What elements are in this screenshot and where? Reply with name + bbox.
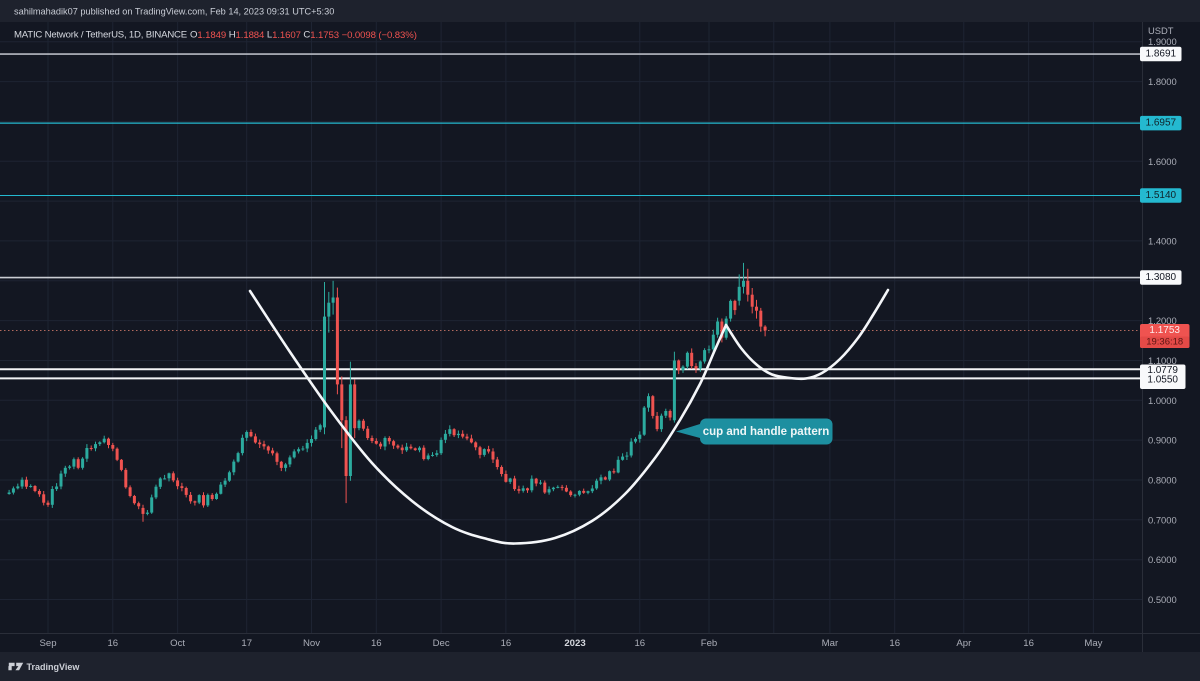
svg-text:1.1000: 1.1000 bbox=[1148, 355, 1177, 366]
svg-text:1.6957: 1.6957 bbox=[1146, 118, 1177, 129]
svg-text:0.5000: 0.5000 bbox=[1148, 594, 1177, 605]
svg-text:Mar: Mar bbox=[822, 638, 839, 649]
svg-text:Feb: Feb bbox=[701, 638, 718, 649]
svg-text:19:36:18: 19:36:18 bbox=[1146, 337, 1183, 348]
svg-text:cup and handle pattern: cup and handle pattern bbox=[703, 426, 830, 438]
svg-text:USDT: USDT bbox=[1148, 25, 1174, 36]
svg-text:1.1753: 1.1753 bbox=[1149, 325, 1180, 336]
svg-text:TradingView: TradingView bbox=[27, 662, 81, 672]
svg-text:1.9000: 1.9000 bbox=[1148, 36, 1177, 47]
svg-text:Sep: Sep bbox=[39, 638, 56, 649]
svg-text:0.7000: 0.7000 bbox=[1148, 514, 1177, 525]
svg-text:1.8691: 1.8691 bbox=[1146, 49, 1177, 60]
svg-text:16: 16 bbox=[371, 638, 382, 649]
svg-text:2023: 2023 bbox=[564, 638, 585, 649]
svg-text:1.3080: 1.3080 bbox=[1146, 272, 1177, 283]
svg-text:1.0779: 1.0779 bbox=[1147, 365, 1178, 376]
svg-text:1.0000: 1.0000 bbox=[1148, 395, 1177, 406]
svg-text:16: 16 bbox=[1023, 638, 1034, 649]
svg-text:Apr: Apr bbox=[956, 638, 972, 649]
svg-text:MATIC Network / TetherUS, 1D,: MATIC Network / TetherUS, 1D, BINANCE bbox=[14, 30, 187, 41]
svg-text:1.0550: 1.0550 bbox=[1147, 375, 1178, 386]
svg-text:Oct: Oct bbox=[170, 638, 185, 649]
svg-text:Nov: Nov bbox=[303, 638, 320, 649]
svg-text:sahilmahadik07 published on Tr: sahilmahadik07 published on TradingView.… bbox=[14, 7, 334, 17]
svg-text:Dec: Dec bbox=[433, 638, 450, 649]
svg-text:16: 16 bbox=[107, 638, 118, 649]
svg-text:16: 16 bbox=[889, 638, 900, 649]
svg-text:1.5140: 1.5140 bbox=[1146, 190, 1177, 201]
svg-text:17: 17 bbox=[241, 638, 252, 649]
svg-text:1.8000: 1.8000 bbox=[1148, 76, 1177, 87]
svg-text:1.6000: 1.6000 bbox=[1148, 156, 1177, 167]
svg-text:16: 16 bbox=[501, 638, 512, 649]
svg-text:May: May bbox=[1084, 638, 1102, 649]
svg-text:O1.1849 H1.1884 L1.1607 C1.: O1.1849 H1.1884 L1.1607 C1.1753 −0.0098 … bbox=[190, 30, 417, 41]
svg-text:0.8000: 0.8000 bbox=[1148, 475, 1177, 486]
svg-text:1.2000: 1.2000 bbox=[1148, 315, 1177, 326]
svg-text:0.9000: 0.9000 bbox=[1148, 435, 1177, 446]
svg-text:0.6000: 0.6000 bbox=[1148, 554, 1177, 565]
svg-text:1.4000: 1.4000 bbox=[1148, 235, 1177, 246]
svg-text:16: 16 bbox=[634, 638, 645, 649]
